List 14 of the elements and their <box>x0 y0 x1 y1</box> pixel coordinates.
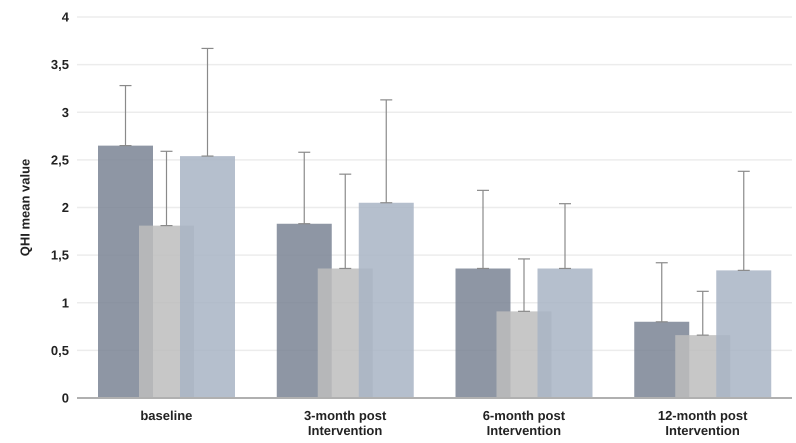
y-tick-label: 0,5 <box>50 342 69 358</box>
x-tick-label: 3-month post Intervention <box>304 408 387 438</box>
x-tick-label: 6-month post Intervention <box>482 408 566 438</box>
y-tick-label: 2,5 <box>50 152 69 168</box>
y-axis-title: QHI mean value <box>18 158 33 256</box>
y-tick-label: 4 <box>62 10 70 25</box>
y-tick-label: 2 <box>62 200 69 216</box>
y-tick-label: 1,5 <box>50 248 69 263</box>
y-tick-label: 3 <box>62 104 69 120</box>
x-tick-label: baseline <box>140 408 192 423</box>
x-tick-label: 12-month post Intervention <box>658 408 748 438</box>
y-tick-label: 1 <box>62 295 69 310</box>
y-tick-label: 0 <box>62 390 69 406</box>
y-tick-label: 3,5 <box>50 57 69 72</box>
